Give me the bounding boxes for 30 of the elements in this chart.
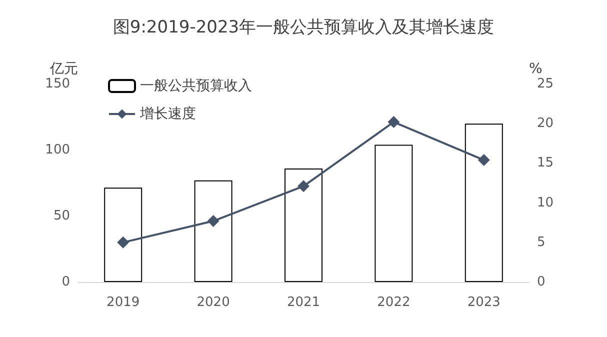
bar xyxy=(464,124,503,282)
y2-tick-label: 25 xyxy=(537,76,554,92)
x-tick-label: 2019 xyxy=(106,295,140,310)
point xyxy=(478,154,490,166)
x-tick-label: 2023 xyxy=(467,295,500,310)
point xyxy=(207,215,220,228)
bar xyxy=(284,168,322,282)
y2-tick-label: 20 xyxy=(537,116,554,132)
y2-axis-title: % xyxy=(529,61,542,77)
y-tick-label: 150 xyxy=(45,76,70,92)
point xyxy=(388,116,400,128)
legend-label: 增长速度 xyxy=(139,106,196,122)
x-tick-label: 2020 xyxy=(196,295,230,310)
y2-tick-label: 5 xyxy=(537,234,546,250)
bar xyxy=(374,144,413,282)
y-axis-title: 亿元 xyxy=(49,61,78,77)
x-tick-label: 2022 xyxy=(377,295,410,310)
legend-label: 一般公共预算收入 xyxy=(140,78,252,94)
chart-title: 图9:2019-2023年一般公共预算收入及其增长速度 xyxy=(112,18,494,38)
point xyxy=(117,236,130,248)
y2-tick-label: 10 xyxy=(537,195,554,210)
y2-tick-label: 0 xyxy=(537,274,546,290)
bar xyxy=(194,180,232,282)
y-tick-label: 100 xyxy=(45,142,70,158)
y-tick-label: 50 xyxy=(53,208,70,224)
point xyxy=(298,180,310,192)
x-tick-label: 2021 xyxy=(286,295,320,310)
bar xyxy=(104,188,142,282)
y-tick-label: 0 xyxy=(62,274,70,290)
y2-tick-label: 15 xyxy=(537,156,554,171)
